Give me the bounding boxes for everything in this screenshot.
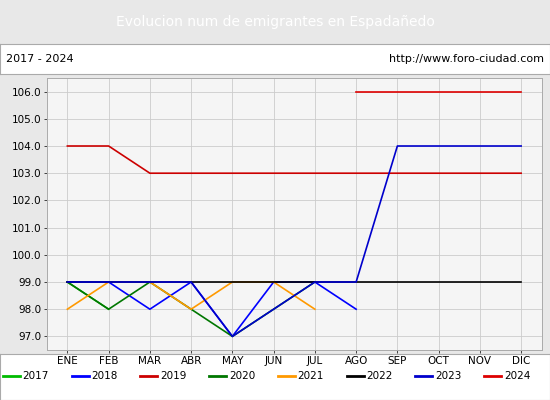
Text: http://www.foro-ciudad.com: http://www.foro-ciudad.com [389,54,544,64]
Text: 2021: 2021 [298,371,324,381]
Text: 2022: 2022 [366,371,393,381]
Text: 2024: 2024 [504,371,530,381]
Text: 2017: 2017 [23,371,49,381]
Text: 2017 - 2024: 2017 - 2024 [6,54,73,64]
Text: 2018: 2018 [91,371,118,381]
Text: Evolucion num de emigrantes en Espadañedo: Evolucion num de emigrantes en Espadañed… [116,15,435,29]
Text: 2020: 2020 [229,371,255,381]
Text: 2023: 2023 [435,371,461,381]
Text: 2019: 2019 [160,371,186,381]
